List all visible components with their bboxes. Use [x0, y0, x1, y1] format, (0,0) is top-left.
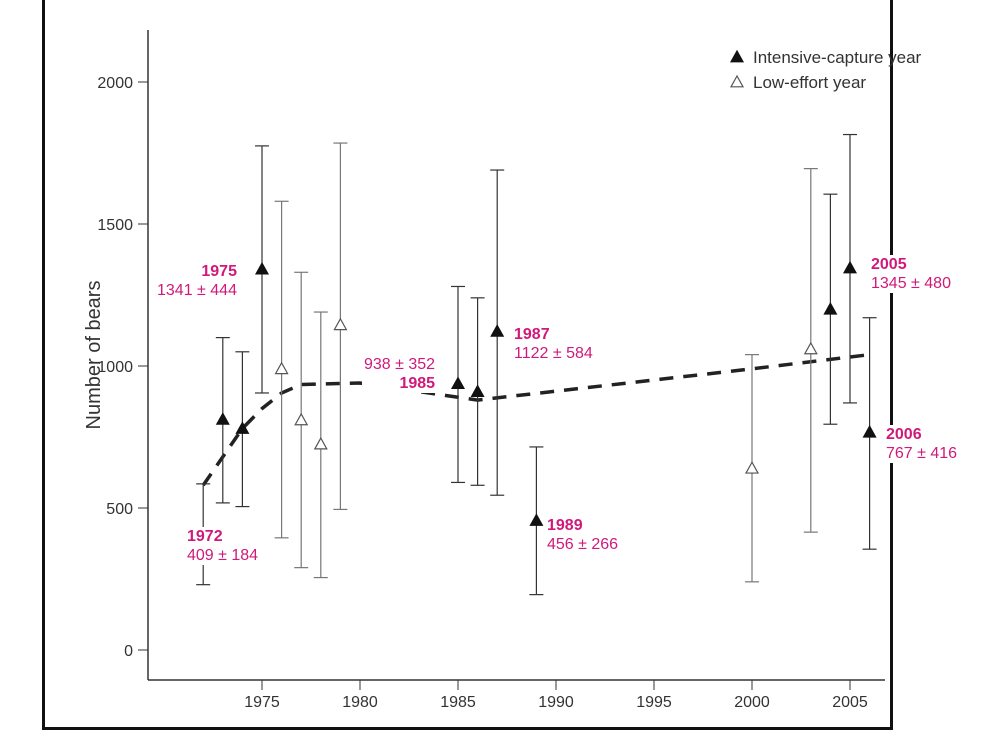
outer-frame — [42, 0, 893, 730]
annotation-1987: 1987 1122 ± 584 — [512, 325, 595, 363]
data-point-1975 — [254, 261, 270, 275]
legend-label-1: Low-effort year — [753, 73, 866, 92]
x-tick-label: 1985 — [440, 694, 476, 711]
legend-label-0: Intensive-capture year — [753, 48, 922, 67]
annotation-value: 409 ± 184 — [187, 547, 259, 564]
data-point-1986 — [470, 384, 485, 397]
y-tick-label: 500 — [106, 501, 133, 518]
data-point-1978 — [313, 436, 328, 450]
x-tick-label: 1980 — [342, 694, 378, 711]
legend-marker-1 — [729, 74, 745, 88]
x-tick-label: 1995 — [636, 694, 672, 711]
data-point-2004 — [823, 301, 838, 315]
annotation-value: 1345 ± 480 — [871, 275, 951, 292]
data-point-1985 — [450, 376, 466, 390]
annotation-value: 767 ± 416 — [886, 445, 958, 462]
annotation-value: 1122 ± 584 — [514, 345, 593, 362]
x-tick-label: 2005 — [832, 694, 868, 711]
data-point-1974 — [235, 421, 250, 434]
y-tick-label: 1500 — [97, 217, 133, 234]
annotation-year: 1975 — [201, 263, 237, 280]
data-point-2003 — [803, 341, 818, 355]
x-tick-label: 1990 — [538, 694, 574, 711]
annotation-year: 2006 — [886, 426, 922, 443]
annotation-value: 1341 ± 444 — [157, 282, 237, 299]
data-point-1979 — [333, 317, 348, 331]
annotation-1975: 1975 1341 ± 444 — [155, 262, 239, 300]
data-point-1977 — [294, 412, 309, 426]
legend-marker-0 — [729, 49, 745, 63]
annotation-year: 2005 — [871, 256, 907, 273]
annotation-2006: 2006 767 ± 416 — [884, 425, 960, 463]
annotation-1985: 938 ± 352 1985 — [362, 355, 438, 393]
data-point-2006 — [862, 424, 877, 438]
annotation-value: 938 ± 352 — [364, 356, 436, 373]
x-tick-label: 1975 — [244, 694, 280, 711]
annotation-2005: 2005 1345 ± 480 — [869, 255, 953, 293]
annotation-value: 456 ± 266 — [547, 536, 619, 553]
x-tick-label: 2000 — [734, 694, 770, 711]
annotation-1972: 1972 409 ± 184 — [185, 527, 261, 565]
data-point-1976 — [274, 361, 289, 375]
data-point-2005 — [842, 260, 858, 274]
data-point-1973 — [215, 412, 230, 425]
annotation-1989: 1989 456 ± 266 — [545, 516, 621, 554]
annotation-year: 1989 — [547, 517, 583, 534]
annotation-year: 1985 — [399, 375, 436, 392]
data-point-2000 — [744, 461, 760, 474]
annotation-year: 1987 — [514, 326, 550, 343]
data-point-1987 — [490, 324, 505, 337]
data-point-1989 — [529, 513, 544, 526]
y-tick-label: 1000 — [97, 359, 133, 376]
y-tick-label: 0 — [124, 643, 133, 660]
y-axis-label: Number of bears — [83, 281, 105, 430]
annotation-year: 1972 — [187, 528, 223, 545]
y-tick-label: 2000 — [97, 75, 133, 92]
trend-line — [201, 352, 870, 487]
